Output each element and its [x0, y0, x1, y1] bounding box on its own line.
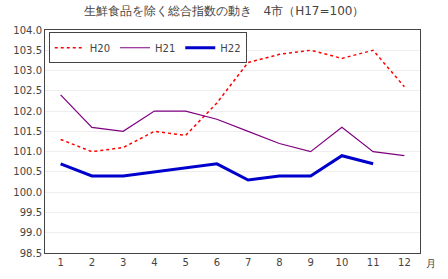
- svg-text:6: 6: [214, 257, 220, 268]
- svg-text:99.5: 99.5: [20, 207, 42, 218]
- svg-text:2: 2: [89, 257, 95, 268]
- svg-text:7: 7: [245, 257, 251, 268]
- svg-text:H21: H21: [155, 43, 175, 54]
- svg-text:102.5: 102.5: [13, 85, 42, 96]
- svg-text:100.5: 100.5: [13, 166, 42, 177]
- svg-text:1: 1: [57, 257, 63, 268]
- svg-text:月: 月: [426, 258, 436, 269]
- svg-text:3: 3: [120, 257, 126, 268]
- svg-text:H20: H20: [90, 43, 110, 54]
- svg-text:102.0: 102.0: [13, 106, 42, 117]
- svg-text:101.0: 101.0: [13, 146, 42, 157]
- svg-text:103.5: 103.5: [13, 45, 42, 56]
- svg-text:9: 9: [307, 257, 313, 268]
- svg-text:12: 12: [398, 257, 411, 268]
- svg-text:100.0: 100.0: [13, 187, 42, 198]
- svg-text:4: 4: [151, 257, 157, 268]
- svg-text:10: 10: [336, 257, 349, 268]
- svg-text:生鮮食品を除く総合指数の動き 4市（H17=100）: 生鮮食品を除く総合指数の動き 4市（H17=100）: [84, 4, 365, 18]
- svg-text:98.5: 98.5: [20, 248, 42, 259]
- svg-text:11: 11: [367, 257, 380, 268]
- svg-text:101.5: 101.5: [13, 126, 42, 137]
- svg-text:103.0: 103.0: [13, 65, 42, 76]
- svg-text:104.0: 104.0: [13, 25, 42, 36]
- svg-text:5: 5: [182, 257, 188, 268]
- svg-text:99.0: 99.0: [20, 227, 42, 238]
- svg-text:8: 8: [276, 257, 282, 268]
- svg-text:H22: H22: [220, 43, 240, 54]
